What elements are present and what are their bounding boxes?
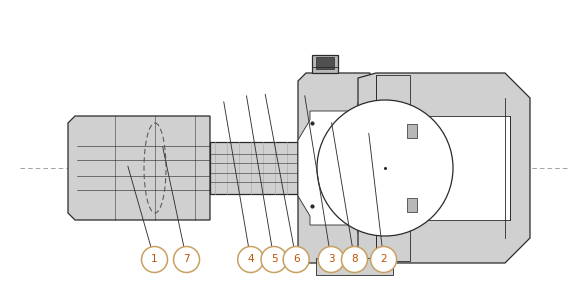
Ellipse shape: [317, 100, 453, 236]
Bar: [316, 57, 334, 69]
Bar: [410, 116, 510, 220]
Polygon shape: [358, 73, 530, 263]
Circle shape: [261, 247, 287, 272]
Bar: [210, 142, 300, 194]
Text: 5: 5: [271, 254, 278, 265]
Polygon shape: [298, 111, 358, 225]
Circle shape: [318, 247, 344, 272]
Polygon shape: [298, 73, 370, 263]
Text: 2: 2: [380, 254, 387, 265]
Text: 6: 6: [293, 254, 300, 265]
Text: 8: 8: [351, 254, 358, 265]
Bar: [376, 226, 410, 261]
Circle shape: [342, 247, 367, 272]
Bar: [376, 75, 410, 110]
Circle shape: [142, 247, 167, 272]
Polygon shape: [68, 116, 210, 220]
Bar: [407, 198, 417, 212]
Text: 3: 3: [328, 254, 335, 265]
Circle shape: [283, 247, 309, 272]
Bar: [312, 55, 338, 73]
Polygon shape: [316, 258, 393, 275]
Circle shape: [238, 247, 264, 272]
Text: 1: 1: [151, 254, 158, 265]
Bar: [407, 124, 417, 138]
Circle shape: [371, 247, 396, 272]
Text: 4: 4: [247, 254, 254, 265]
Text: 7: 7: [183, 254, 190, 265]
Circle shape: [174, 247, 199, 272]
